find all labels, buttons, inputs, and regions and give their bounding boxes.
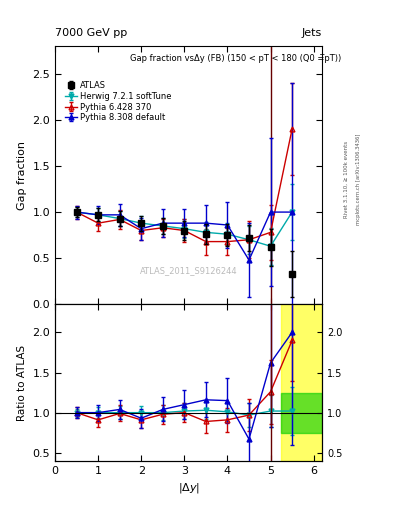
Y-axis label: Ratio to ATLAS: Ratio to ATLAS xyxy=(17,345,27,421)
X-axis label: $|\Delta y|$: $|\Delta y|$ xyxy=(178,481,200,495)
Y-axis label: Gap fraction: Gap fraction xyxy=(17,141,27,210)
Legend: ATLAS, Herwig 7.2.1 softTune, Pythia 6.428 370, Pythia 8.308 default: ATLAS, Herwig 7.2.1 softTune, Pythia 6.4… xyxy=(64,81,172,122)
Bar xyxy=(281,304,322,461)
Text: Jets: Jets xyxy=(302,28,322,38)
Text: Rivet 3.1.10, ≥ 100k events: Rivet 3.1.10, ≥ 100k events xyxy=(344,141,349,218)
Text: ATLAS_2011_S9126244: ATLAS_2011_S9126244 xyxy=(140,266,237,275)
Bar xyxy=(281,393,322,433)
Text: 7000 GeV pp: 7000 GeV pp xyxy=(55,28,127,38)
Text: mcplots.cern.ch [arXiv:1306.3436]: mcplots.cern.ch [arXiv:1306.3436] xyxy=(356,134,361,225)
Text: Gap fraction vsΔy (FB) (150 < pT < 180 (Q0 =̅pT)): Gap fraction vsΔy (FB) (150 < pT < 180 (… xyxy=(130,54,341,63)
